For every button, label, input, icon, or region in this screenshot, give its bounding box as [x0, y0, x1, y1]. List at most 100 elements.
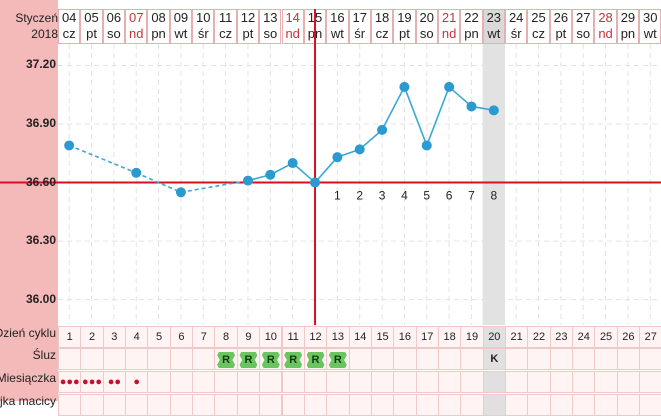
cervix-cell[interactable] [437, 394, 462, 416]
date-header-day[interactable]: 26 pt [549, 9, 573, 44]
period-cell[interactable] [169, 371, 194, 393]
mucus-cell[interactable]: R [326, 348, 350, 370]
cycle-day-cell[interactable]: 5 [147, 326, 171, 348]
cervix-cell[interactable] [192, 394, 216, 416]
cervix-cell[interactable] [482, 394, 506, 416]
mucus-cell[interactable] [348, 348, 372, 370]
cervix-cell[interactable] [58, 394, 82, 416]
date-header-day[interactable]: 20 so [415, 9, 438, 44]
cervix-cell[interactable] [169, 394, 194, 416]
cervix-cell[interactable] [348, 394, 372, 416]
cycle-day-cell[interactable]: 24 [572, 326, 596, 348]
date-header-day[interactable]: 29 pn [616, 9, 640, 44]
mucus-cell[interactable] [102, 348, 127, 370]
period-cell[interactable] [505, 371, 529, 393]
cervix-cell[interactable] [393, 394, 417, 416]
cycle-day-cell[interactable]: 21 [505, 326, 529, 348]
mucus-cell[interactable] [415, 348, 439, 370]
date-header-day[interactable]: 23 wt [482, 9, 505, 44]
mucus-cell[interactable] [460, 348, 484, 370]
date-header-day[interactable]: 09 wt [169, 9, 193, 44]
period-cell[interactable] [147, 371, 171, 393]
period-cell[interactable] [549, 371, 574, 393]
cervix-cell[interactable] [527, 394, 551, 416]
period-cell[interactable] [460, 371, 484, 393]
period-cell[interactable]: ●●● [80, 371, 104, 393]
cycle-day-cell[interactable]: 14 [348, 326, 372, 348]
period-cell[interactable] [415, 371, 439, 393]
period-cell[interactable] [393, 371, 417, 393]
date-header-day[interactable]: 10 śr [192, 9, 215, 44]
date-header-day[interactable]: 18 cz [370, 9, 394, 44]
cycle-day-cell[interactable]: 20 [482, 326, 506, 348]
period-cell[interactable] [303, 371, 328, 393]
cycle-day-cell[interactable]: 26 [616, 326, 641, 348]
mucus-cell[interactable]: R [281, 348, 305, 370]
cervix-cell[interactable] [616, 394, 641, 416]
mucus-cell[interactable] [616, 348, 641, 370]
mucus-cell[interactable]: R [236, 348, 261, 370]
cervix-cell[interactable] [594, 394, 618, 416]
mucus-cell[interactable] [80, 348, 104, 370]
mucus-cell[interactable]: K [482, 348, 506, 370]
mucus-cell[interactable] [505, 348, 529, 370]
cycle-day-cell[interactable]: 27 [639, 326, 661, 348]
cycle-day-cell[interactable]: 9 [236, 326, 261, 348]
mucus-cell[interactable] [192, 348, 216, 370]
date-header-day[interactable]: 16 wt [326, 9, 349, 44]
cycle-day-cell[interactable]: 1 [58, 326, 82, 348]
mucus-cell[interactable] [572, 348, 596, 370]
cervix-cell[interactable] [549, 394, 574, 416]
cycle-day-cell[interactable]: 8 [214, 326, 238, 348]
cervix-cell[interactable] [236, 394, 261, 416]
period-cell[interactable] [527, 371, 551, 393]
period-cell[interactable]: ●●● [58, 371, 82, 393]
mucus-cell[interactable] [393, 348, 417, 370]
cervix-cell[interactable] [460, 394, 484, 416]
cycle-day-cell[interactable]: 23 [549, 326, 574, 348]
period-cell[interactable] [572, 371, 596, 393]
cervix-cell[interactable] [281, 394, 305, 416]
cycle-day-cell[interactable]: 17 [415, 326, 439, 348]
mucus-cell[interactable] [370, 348, 395, 370]
period-cell[interactable] [348, 371, 372, 393]
cervix-cell[interactable] [125, 394, 149, 416]
cervix-cell[interactable] [505, 394, 529, 416]
mucus-cell[interactable]: R [214, 348, 238, 370]
cervix-cell[interactable] [572, 394, 596, 416]
cycle-day-cell[interactable]: 25 [594, 326, 618, 348]
mucus-cell[interactable]: R [303, 348, 328, 370]
cervix-cell[interactable] [639, 394, 661, 416]
mucus-cell[interactable] [527, 348, 551, 370]
period-cell[interactable] [437, 371, 462, 393]
date-header-day[interactable]: 13 so [259, 9, 282, 44]
date-header-day[interactable]: 04 cz [58, 9, 81, 44]
cycle-day-cell[interactable]: 15 [370, 326, 395, 348]
cycle-day-cell[interactable]: 7 [192, 326, 216, 348]
cycle-day-cell[interactable]: 2 [80, 326, 104, 348]
date-header-day[interactable]: 30 wt [639, 9, 661, 44]
date-header-day[interactable]: 27 so [572, 9, 595, 44]
date-header-day[interactable]: 11 cz [214, 9, 237, 44]
mucus-cell[interactable] [549, 348, 574, 370]
mucus-cell[interactable] [147, 348, 171, 370]
cycle-day-cell[interactable]: 16 [393, 326, 417, 348]
period-cell[interactable] [594, 371, 618, 393]
period-cell[interactable] [259, 371, 283, 393]
date-header-day[interactable]: 25 cz [527, 9, 550, 44]
period-cell[interactable] [616, 371, 641, 393]
cervix-cell[interactable] [370, 394, 395, 416]
cycle-day-cell[interactable]: 4 [125, 326, 149, 348]
mucus-cell[interactable] [58, 348, 82, 370]
cycle-day-cell[interactable]: 10 [259, 326, 283, 348]
period-cell[interactable]: ●● [102, 371, 127, 393]
period-cell[interactable] [370, 371, 395, 393]
cycle-day-cell[interactable]: 18 [437, 326, 462, 348]
mucus-cell[interactable] [169, 348, 194, 370]
mucus-cell[interactable] [639, 348, 661, 370]
mucus-cell[interactable] [437, 348, 462, 370]
